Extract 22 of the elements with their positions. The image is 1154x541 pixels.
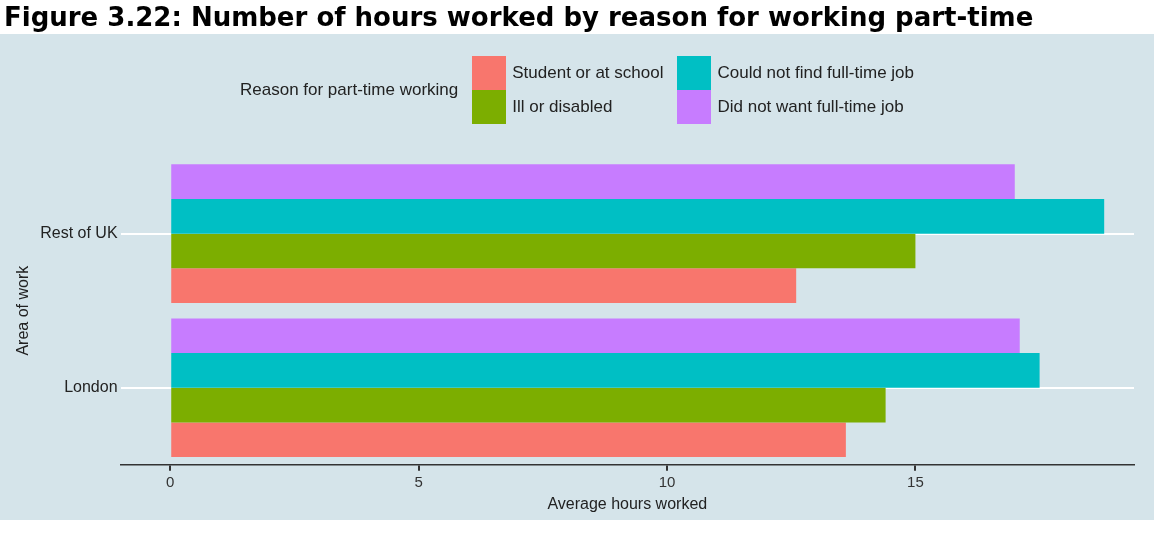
y-tick-label: London (64, 378, 118, 396)
bar (171, 164, 1015, 199)
legend-title: Reason for part-time working (239, 80, 459, 100)
x-tick-label: 0 (166, 472, 175, 490)
y-tick-label: Rest of UK (40, 224, 118, 242)
legend-label: Ill or disabled (512, 97, 613, 117)
y-axis-title: Area of work (14, 264, 32, 356)
x-tick-label: 5 (414, 472, 423, 490)
bar (171, 318, 1020, 354)
x-axis-title: Average hours worked (547, 494, 708, 512)
bar (171, 422, 846, 458)
legend-label: Student or at school (512, 63, 664, 83)
bar (171, 353, 1040, 388)
chart-title: Figure 3.22: Number of hours worked by reason for working part-time (0, 0, 1154, 34)
bar (171, 387, 886, 423)
bar (171, 233, 916, 269)
x-tick-label: 15 (907, 472, 924, 490)
bar (171, 198, 1105, 234)
x-tick-label: 10 (658, 472, 676, 490)
legend-label: Did not want full-time job (717, 97, 904, 117)
legend-label: Could not find full-time job (717, 63, 915, 83)
bar (171, 268, 797, 303)
